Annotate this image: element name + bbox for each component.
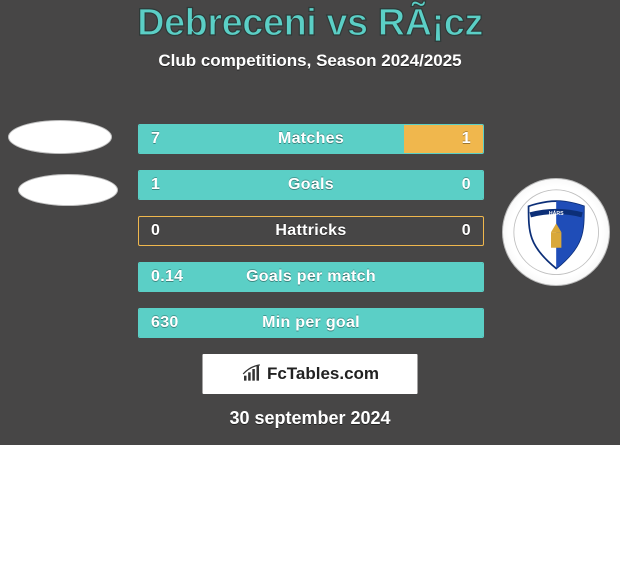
stat-label: Goals — [139, 171, 483, 199]
subtitle: Club competitions, Season 2024/2025 — [0, 51, 620, 71]
stat-label: Matches — [139, 125, 483, 153]
team-right-crest: HÁRS — [502, 178, 610, 286]
stat-row: 0.14Goals per match — [138, 262, 484, 292]
stats-card: Debreceni vs RÃ¡cz Club competitions, Se… — [0, 0, 620, 445]
stat-row: 1Goals0 — [138, 170, 484, 200]
stat-row: 7Matches1 — [138, 124, 484, 154]
stat-right-value: 1 — [462, 125, 471, 153]
team-left-crest-1 — [8, 120, 112, 154]
svg-text:HÁRS: HÁRS — [549, 210, 564, 217]
stat-right-value: 0 — [462, 217, 471, 245]
stat-right-value: 0 — [462, 171, 471, 199]
brand-text: FcTables.com — [267, 364, 379, 384]
stat-rows: 7Matches11Goals00Hattricks00.14Goals per… — [138, 124, 484, 354]
shield-icon: HÁRS — [513, 189, 599, 275]
stat-label: Goals per match — [139, 263, 483, 291]
footer-date: 30 september 2024 — [0, 408, 620, 429]
page-title: Debreceni vs RÃ¡cz — [0, 0, 620, 45]
stat-row: 630Min per goal — [138, 308, 484, 338]
team-left-crest-2 — [18, 174, 118, 206]
stat-row: 0Hattricks0 — [138, 216, 484, 246]
stat-label: Hattricks — [139, 217, 483, 245]
stat-label: Min per goal — [139, 309, 483, 337]
bar-chart-icon — [241, 364, 263, 384]
brand-box[interactable]: FcTables.com — [203, 354, 418, 394]
